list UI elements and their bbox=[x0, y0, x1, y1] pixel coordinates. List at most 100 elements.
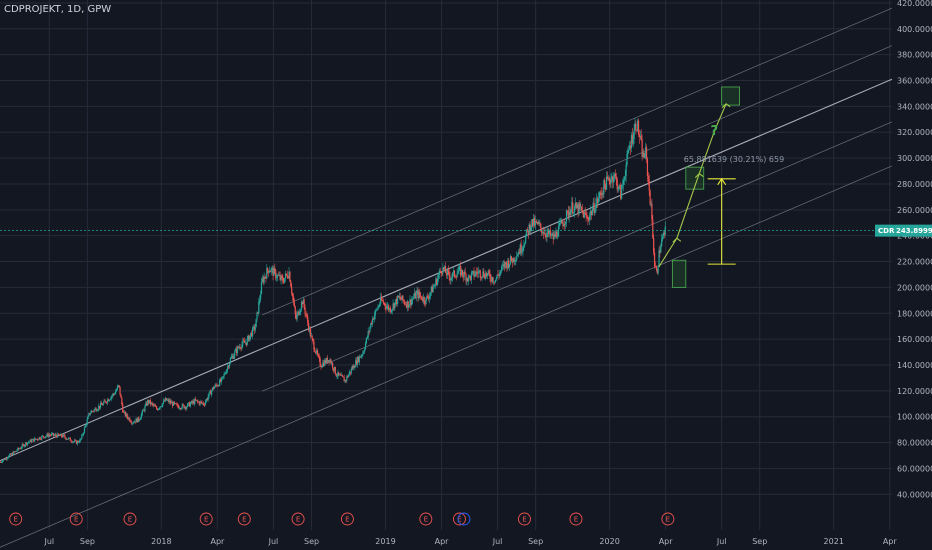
candle-body bbox=[641, 139, 643, 157]
candle-body bbox=[629, 145, 631, 150]
candle-body bbox=[513, 257, 515, 262]
candle-body bbox=[165, 398, 167, 401]
candle-body bbox=[384, 303, 386, 307]
time-tick-label: Sep bbox=[528, 537, 543, 546]
candle-body bbox=[340, 374, 342, 376]
candle-body bbox=[199, 401, 201, 405]
price-axis[interactable]: 40.000000 60.000000 80.000000 100.000000 120… bbox=[897, 0, 932, 499]
candle-body bbox=[355, 360, 357, 367]
candle-body bbox=[195, 400, 198, 402]
candle-body bbox=[506, 263, 508, 269]
candle-body bbox=[529, 224, 531, 232]
candle-body bbox=[96, 410, 98, 412]
earnings-marker-icon bbox=[291, 512, 305, 526]
candle-body bbox=[356, 360, 358, 365]
candle-body bbox=[63, 434, 65, 436]
candle-body bbox=[464, 271, 466, 275]
candle-body bbox=[48, 434, 50, 437]
candle-body bbox=[480, 277, 482, 279]
candle-body bbox=[80, 438, 82, 440]
candle-body bbox=[475, 271, 477, 275]
candle-body bbox=[258, 301, 260, 314]
candle-body bbox=[571, 202, 573, 210]
candle-body bbox=[185, 406, 187, 409]
candle-body bbox=[44, 436, 46, 438]
candle-body bbox=[119, 386, 121, 395]
time-axis[interactable]: Jul Sep 2018 Apr Jul Sep 2019 Apr Jul Sep 2020 Apr J… bbox=[43, 537, 897, 546]
candle-body bbox=[494, 279, 496, 283]
time-tick-label: 2020 bbox=[599, 537, 619, 546]
candle-body bbox=[444, 266, 447, 273]
time-tick-label: Apr bbox=[435, 537, 450, 546]
candle-body bbox=[468, 275, 471, 277]
candle-body bbox=[55, 434, 57, 436]
candle-body bbox=[101, 404, 103, 406]
candle-body bbox=[573, 206, 576, 213]
candle-body bbox=[448, 271, 450, 277]
candle-body bbox=[175, 403, 177, 405]
candle-body bbox=[271, 268, 273, 269]
channel-boundary-line bbox=[300, 7, 893, 262]
candle-body bbox=[404, 303, 407, 305]
candle-body bbox=[187, 403, 189, 407]
candle-body bbox=[124, 411, 127, 417]
candle-body bbox=[74, 440, 77, 442]
projection-arrow-segment bbox=[698, 129, 716, 174]
candle-body bbox=[495, 278, 497, 280]
candle-body bbox=[533, 218, 536, 226]
earnings-marker-label: E bbox=[128, 516, 132, 524]
candle-body bbox=[407, 301, 409, 308]
earnings-marker-icon bbox=[123, 512, 137, 526]
candle-body bbox=[269, 271, 271, 272]
candle-body bbox=[473, 270, 475, 277]
candle-body bbox=[437, 274, 440, 279]
candle-body bbox=[246, 338, 248, 345]
candle-body bbox=[186, 406, 188, 409]
last-price-badge bbox=[875, 224, 932, 237]
candle-body bbox=[512, 257, 514, 263]
candle-body bbox=[261, 278, 263, 283]
candle-body bbox=[35, 438, 38, 440]
candle-body bbox=[619, 185, 621, 187]
candle-body bbox=[187, 402, 190, 404]
candle-body bbox=[224, 373, 226, 375]
candle-body bbox=[114, 394, 116, 395]
price-tick-label: 360.000000 bbox=[897, 77, 932, 86]
candle-body bbox=[451, 277, 453, 279]
candle-body bbox=[259, 294, 262, 300]
candle-body bbox=[144, 405, 146, 411]
candle-body bbox=[242, 340, 244, 345]
candle-body bbox=[474, 274, 476, 277]
channel-boundary-line bbox=[262, 121, 893, 392]
candle-body bbox=[240, 348, 242, 349]
time-tick-label: Apr bbox=[210, 537, 225, 546]
candle-body bbox=[615, 176, 617, 180]
candle-body bbox=[301, 301, 303, 305]
candle-body bbox=[561, 220, 563, 224]
candle-body bbox=[179, 408, 182, 409]
candle-body bbox=[449, 276, 451, 281]
candle-body bbox=[553, 234, 555, 240]
candle-body bbox=[650, 203, 652, 205]
candle-body bbox=[70, 440, 72, 442]
candle-body bbox=[191, 401, 193, 403]
candle-body bbox=[536, 221, 538, 224]
candle-body bbox=[22, 444, 24, 446]
candle-body bbox=[661, 236, 664, 239]
candle-body bbox=[611, 176, 613, 180]
projection-arrow-segment bbox=[676, 173, 700, 239]
candle-body bbox=[653, 237, 655, 253]
candle-body bbox=[145, 402, 147, 406]
candle-body bbox=[203, 403, 205, 405]
candle-body bbox=[332, 368, 335, 371]
candle-body bbox=[340, 375, 343, 376]
candle-body bbox=[452, 272, 454, 278]
candle-body bbox=[303, 299, 305, 308]
price-tick-label: 280.000000 bbox=[897, 180, 932, 189]
candle-body bbox=[488, 270, 490, 274]
candle-body bbox=[423, 297, 425, 303]
candle-body bbox=[427, 296, 429, 298]
candle-body bbox=[514, 260, 516, 262]
